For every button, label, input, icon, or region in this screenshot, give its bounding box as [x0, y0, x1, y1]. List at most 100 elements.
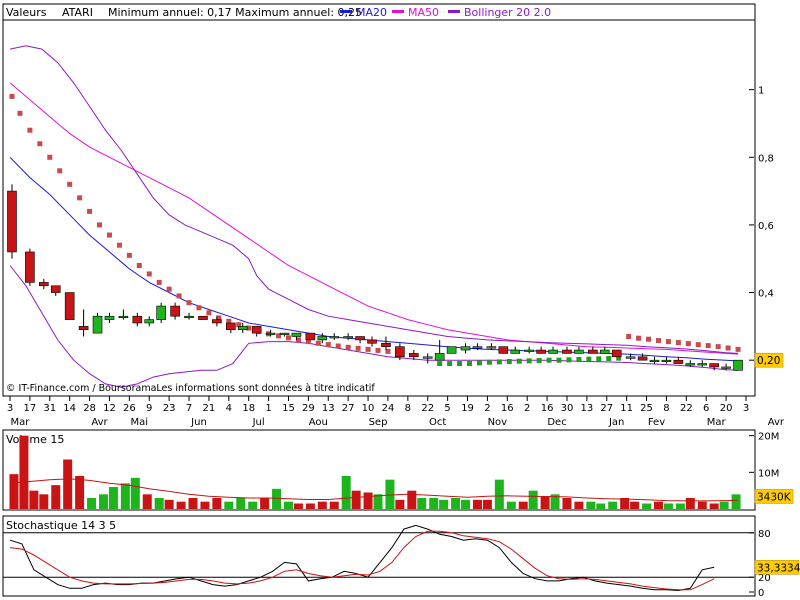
candle-body-12 — [170, 305, 180, 317]
candle-9 — [132, 312, 143, 327]
volume-bar-36 — [417, 498, 427, 509]
volume-bar-62 — [709, 503, 719, 509]
candle-body-32 — [434, 353, 445, 361]
candle-50 — [661, 356, 672, 364]
candle-47 — [625, 353, 636, 361]
candle-body-6 — [92, 315, 103, 334]
x-month-label-7: Oct — [429, 417, 446, 428]
candle-24 — [329, 333, 340, 340]
candle-body-30 — [409, 353, 419, 358]
sar-down-dot-38 — [385, 348, 391, 354]
volume-bar-45 — [518, 501, 528, 509]
sar-down-dot-32 — [325, 342, 331, 348]
candle-body-20 — [279, 332, 290, 335]
stochastic-y-tick-label-1: 20 — [758, 573, 771, 584]
price-line-bollinger-2 — [9, 45, 739, 354]
x-month-label-11: Fev — [648, 417, 665, 428]
candle-52 — [685, 360, 696, 367]
volume-bar-44 — [506, 501, 516, 509]
x-month-label-1: Avr — [91, 417, 108, 428]
x-day-label-16: 13 — [322, 403, 335, 414]
annual-min-max: Minimum annuel: 0,17 Maximum annuel: 0,2… — [108, 6, 362, 19]
price-overlay-lines — [9, 45, 739, 388]
parabolic-sar-dots — [9, 93, 741, 367]
x-day-label-15: 29 — [302, 403, 315, 414]
x-day-label-21: 22 — [421, 403, 434, 414]
x-day-label-27: 16 — [541, 403, 554, 414]
candle-19 — [265, 329, 276, 337]
volume-bar-1 — [19, 435, 29, 509]
candle-4 — [64, 292, 75, 320]
sar-down-dot-8 — [87, 208, 93, 214]
sar-up-dot-18 — [616, 355, 622, 361]
x-month-label-0: Mar — [11, 417, 31, 428]
sar-down-dot-12 — [126, 252, 132, 258]
x-day-label-35: 6 — [703, 403, 709, 414]
x-day-label-3: 14 — [63, 403, 76, 414]
ticker-label: ATARI — [62, 6, 93, 19]
candle-body-24 — [329, 336, 340, 339]
sar-up-dot-15 — [586, 356, 592, 362]
volume-y-tick-label-0: 10M — [758, 468, 779, 479]
volume-bar-10 — [120, 483, 130, 509]
candle-45 — [599, 346, 610, 354]
sar-down-dot-1 — [17, 110, 23, 116]
sar-down-dot-44 — [665, 339, 671, 345]
price-last-value: 0,20 — [754, 352, 784, 368]
sar-down-dot-36 — [365, 346, 371, 352]
price-y-tick-label-4: 1 — [758, 86, 764, 97]
sar-up-dot-10 — [536, 358, 542, 364]
volume-bar-47 — [540, 496, 550, 509]
volume-bar-2 — [29, 490, 39, 509]
volume-bar-4 — [51, 485, 61, 509]
candle-54 — [709, 363, 719, 371]
candle-17 — [237, 322, 248, 334]
values-label: Valeurs — [6, 6, 47, 19]
candle-body-46 — [611, 349, 622, 358]
x-day-label-32: 25 — [640, 403, 653, 414]
volume-bar-16 — [188, 498, 198, 509]
volume-bar-49 — [562, 498, 572, 509]
candle-42 — [562, 346, 572, 354]
candle-49 — [649, 356, 660, 364]
x-day-label-17: 27 — [342, 403, 355, 414]
volume-bar-48 — [550, 494, 560, 509]
volume-bar-23 — [272, 488, 282, 509]
x-day-label-12: 18 — [242, 403, 255, 414]
volume-average-line — [9, 478, 739, 502]
sar-up-dot-2 — [457, 361, 463, 367]
candle-13 — [184, 312, 194, 320]
candle-0 — [7, 184, 17, 259]
volume-bar-22 — [260, 498, 270, 509]
candle-body-51 — [673, 359, 684, 364]
candle-35 — [472, 343, 483, 351]
candle-48 — [637, 353, 648, 361]
x-day-label-7: 9 — [146, 403, 152, 414]
candle-32 — [434, 339, 445, 361]
candle-body-33 — [446, 346, 457, 354]
volume-bar-59 — [675, 503, 685, 509]
candle-43 — [574, 346, 584, 354]
volume-y-tick-label-1: 20M — [758, 432, 779, 443]
x-month-label-10: Jan — [608, 417, 624, 428]
volume-bar-60 — [685, 498, 695, 509]
x-month-label-9: Dec — [547, 417, 566, 428]
candle-37 — [498, 346, 509, 354]
candle-body-45 — [599, 349, 610, 354]
candle-body-56 — [733, 359, 743, 371]
candle-body-36 — [486, 346, 497, 349]
volume-bar-42 — [482, 499, 492, 509]
candle-46 — [611, 349, 622, 358]
sar-down-dot-19 — [196, 305, 202, 311]
candle-55 — [721, 363, 731, 371]
candle-body-49 — [649, 359, 660, 362]
sar-down-dot-0 — [9, 93, 15, 99]
candle-body-27 — [367, 339, 377, 344]
volume-last-value-box — [754, 489, 794, 504]
volume-bar-8 — [98, 494, 108, 509]
volume-bar-24 — [283, 501, 293, 509]
x-day-label-10: 21 — [203, 403, 216, 414]
x-month-label-12: Mar — [707, 417, 727, 428]
legend-swatch-1 — [392, 10, 404, 13]
candle-28 — [381, 336, 391, 351]
